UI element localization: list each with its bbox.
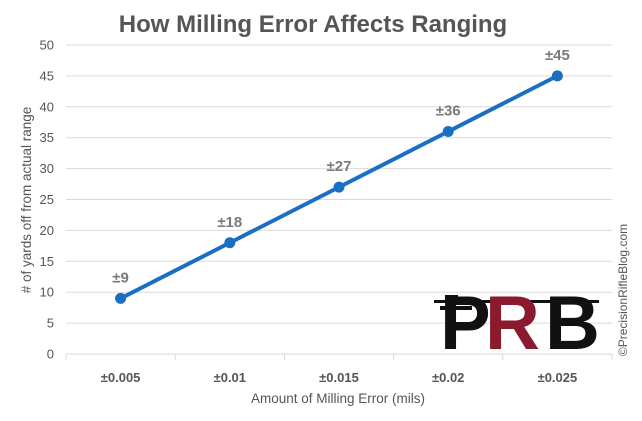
y-tick-label: 30 (40, 161, 54, 176)
svg-text:B: B (545, 281, 600, 366)
data-point (224, 237, 236, 249)
y-tick-label: 5 (47, 316, 54, 331)
y-tick-label: 50 (40, 38, 54, 53)
x-axis-label: Amount of Milling Error (mils) (251, 391, 425, 406)
y-axis-label: # of yards off from actual range (19, 107, 34, 294)
y-tick-labels: 0 5 10 15 20 25 30 35 40 45 50 (40, 38, 54, 362)
y-tick-label: 25 (40, 192, 54, 207)
x-tick-label: ±0.01 (214, 370, 246, 385)
y-tick-label: 45 (40, 68, 54, 83)
series-layer: ±9 ±18 ±27 ±36 ±45 (112, 47, 570, 304)
y-tick-label: 10 (40, 285, 54, 300)
x-tick-label: ±0.025 (538, 370, 578, 385)
y-tick-label: 40 (40, 99, 54, 114)
prb-logo: P R B (434, 281, 600, 366)
svg-text:P: P (440, 281, 491, 366)
svg-text:R: R (485, 281, 540, 366)
data-label: ±36 (436, 103, 461, 120)
data-point (551, 70, 563, 82)
x-tick-labels: ±0.005 ±0.01 ±0.015 ±0.02 ±0.025 (101, 370, 577, 385)
data-point (115, 292, 127, 304)
y-tick-label: 20 (40, 223, 54, 238)
data-label: ±45 (545, 47, 570, 64)
y-tick-label: 35 (40, 130, 54, 145)
copyright-text: ©PrecisionRifleBlog.com (616, 224, 630, 356)
x-tick-label: ±0.015 (319, 370, 359, 385)
y-tick-label: 0 (47, 347, 54, 362)
data-point (442, 126, 454, 138)
data-label: ±27 (327, 158, 352, 175)
data-label: ±18 (217, 214, 242, 231)
x-tick-label: ±0.005 (101, 370, 141, 385)
chart-title: How Milling Error Affects Ranging (119, 11, 507, 38)
gridlines (65, 44, 613, 360)
x-tick-label: ±0.02 (432, 370, 464, 385)
data-point (333, 181, 345, 193)
y-tick-label: 15 (40, 254, 54, 269)
data-label: ±9 (112, 269, 129, 286)
